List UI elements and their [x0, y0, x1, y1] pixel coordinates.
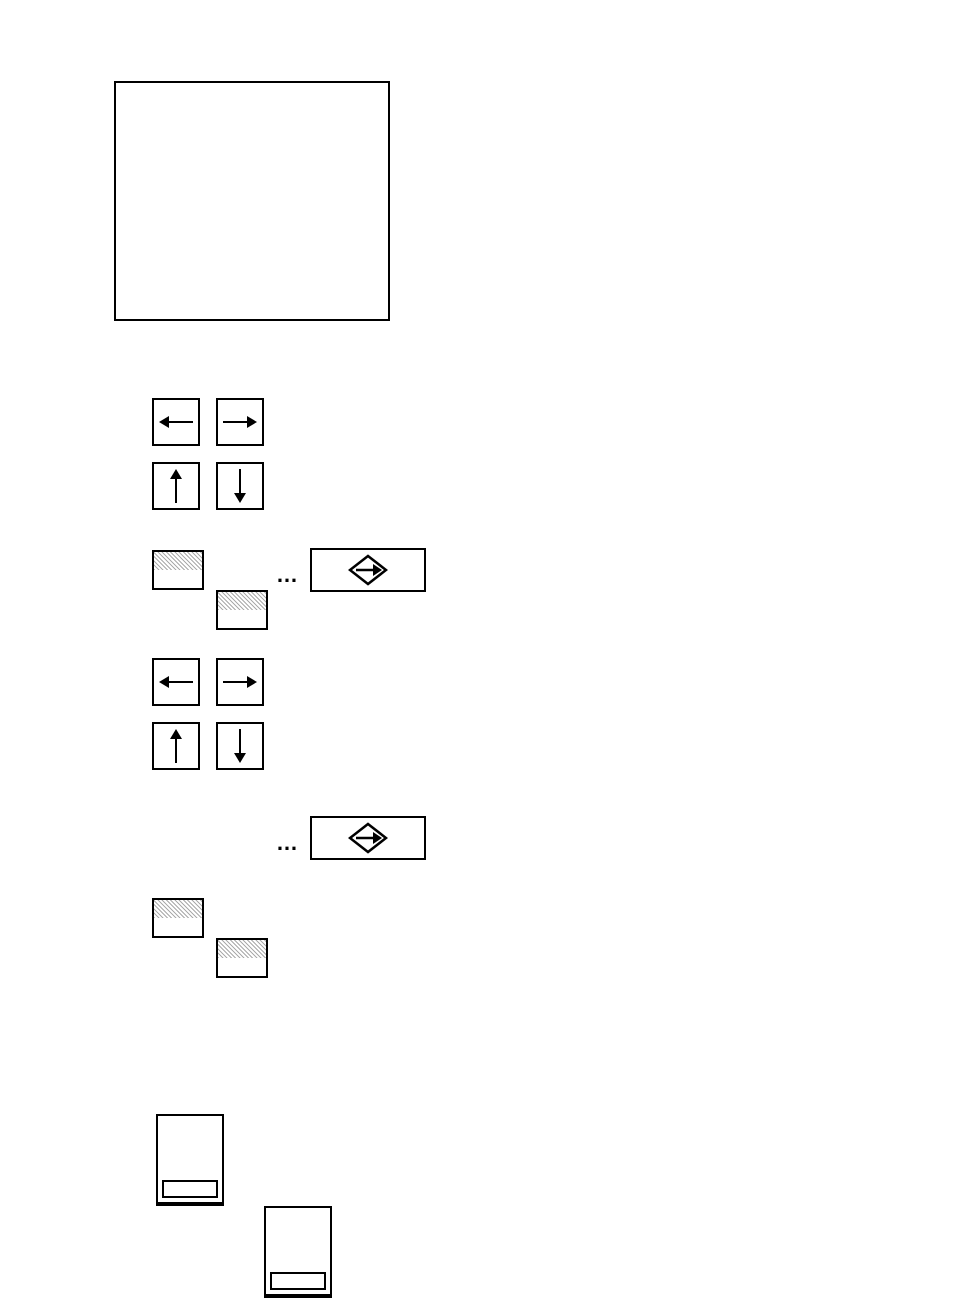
- function-key-2[interactable]: [264, 1206, 332, 1298]
- hatched-fill-icon: [154, 900, 202, 918]
- arrow-left-button-2[interactable]: [152, 658, 200, 706]
- soft-button-1b[interactable]: [216, 590, 268, 630]
- hatched-fill-icon: [218, 592, 266, 610]
- ellipsis-1: …: [276, 562, 298, 588]
- enter-button-1[interactable]: [310, 548, 426, 592]
- soft-button-2a[interactable]: [152, 898, 204, 938]
- soft-button-1a[interactable]: [152, 550, 204, 590]
- page-root: … …: [0, 0, 954, 1235]
- arrow-right-button-1[interactable]: [216, 398, 264, 446]
- enter-diamond-icon: [348, 554, 388, 586]
- function-key-1[interactable]: [156, 1114, 224, 1206]
- arrow-up-button-2[interactable]: [152, 722, 200, 770]
- soft-button-2b[interactable]: [216, 938, 268, 978]
- arrow-up-icon: [169, 729, 183, 763]
- display-panel: [114, 81, 390, 321]
- arrow-left-button-1[interactable]: [152, 398, 200, 446]
- enter-diamond-icon: [348, 822, 388, 854]
- arrow-right-button-2[interactable]: [216, 658, 264, 706]
- arrow-left-icon: [159, 415, 193, 429]
- hatched-fill-icon: [154, 552, 202, 570]
- arrow-up-button-1[interactable]: [152, 462, 200, 510]
- function-key-inset: [162, 1180, 218, 1198]
- arrow-down-button-1[interactable]: [216, 462, 264, 510]
- hatched-fill-icon: [218, 940, 266, 958]
- arrow-right-icon: [223, 675, 257, 689]
- function-key-inset: [270, 1272, 326, 1290]
- enter-button-2[interactable]: [310, 816, 426, 860]
- arrow-up-icon: [169, 469, 183, 503]
- arrow-down-button-2[interactable]: [216, 722, 264, 770]
- arrow-left-icon: [159, 675, 193, 689]
- arrow-down-icon: [233, 469, 247, 503]
- arrow-right-icon: [223, 415, 257, 429]
- ellipsis-2: …: [276, 830, 298, 856]
- arrow-down-icon: [233, 729, 247, 763]
